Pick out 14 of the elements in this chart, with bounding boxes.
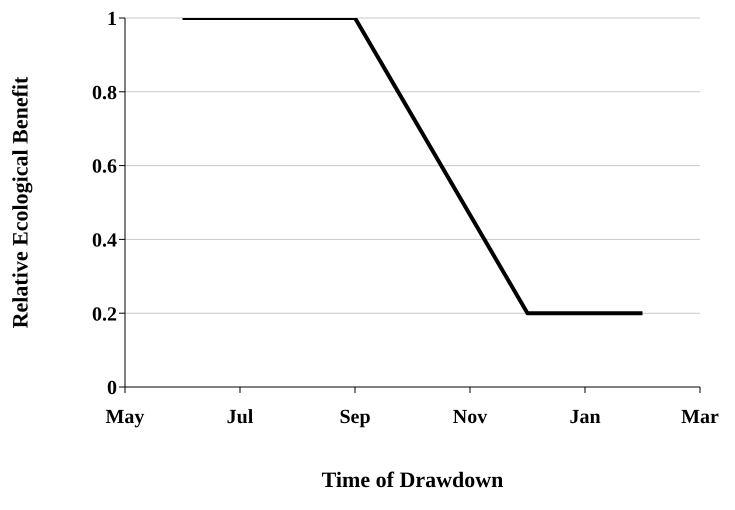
x-tick-label: Sep	[339, 406, 371, 428]
x-axis-title: Time of Drawdown	[322, 467, 504, 492]
y-tick-label: 0.2	[92, 303, 117, 326]
y-tick-label: 0.4	[92, 230, 117, 252]
y-tick-label: 0.6	[92, 156, 117, 178]
y-tick-label: 1	[107, 8, 117, 30]
y-tick-label: 0.8	[92, 82, 117, 104]
x-tick-label: Nov	[452, 406, 488, 428]
y-axis-title: Relative Ecological Benefit	[8, 76, 32, 328]
x-tick-label: Jan	[569, 406, 601, 428]
x-tick-label: Jul	[226, 406, 254, 428]
y-tick-label: 0	[107, 377, 117, 400]
x-tick-label: Mar	[681, 406, 719, 428]
x-tick-label: May	[106, 406, 144, 428]
